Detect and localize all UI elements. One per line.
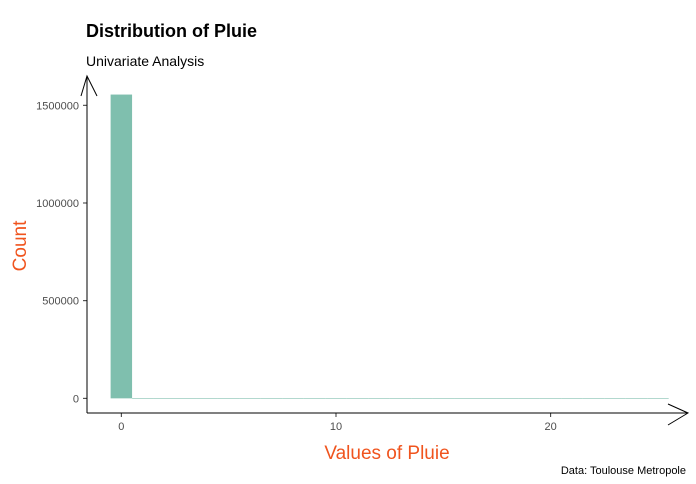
x-axis-title: Values of Pluie (324, 443, 449, 464)
bar-bin-18 (496, 398, 519, 399)
bar-bin-19 (518, 398, 540, 399)
bars-group (110, 94, 669, 399)
bar-bin-16 (454, 398, 476, 399)
y-axis-arrowhead (80, 74, 98, 97)
bar-bin-15 (432, 398, 455, 399)
y-tick-labels: 0 500000 1000000 1500000 (36, 100, 79, 405)
x-tick-label-10: 10 (330, 421, 342, 433)
chart-title: Distribution of Pluie (86, 21, 257, 41)
x-tick-label-0: 0 (118, 421, 124, 433)
bar-bin-14 (411, 398, 433, 399)
bar-bin-20 (539, 398, 562, 399)
x-axis-arrowhead (667, 403, 690, 426)
bar-bin-3 (175, 398, 197, 399)
bar-bin-4 (196, 398, 218, 399)
chart-caption: Data: Toulouse Metropole (561, 465, 686, 477)
bar-bin-0 (110, 94, 133, 399)
y-axis-title: Count (10, 220, 31, 271)
chart-subtitle: Univariate Analysis (86, 53, 204, 69)
y-tick-label-500000: 500000 (42, 296, 79, 308)
bar-bin-12 (368, 398, 390, 399)
bar-bin-17 (475, 398, 497, 399)
bar-bin-6 (239, 398, 261, 399)
bar-bin-25 (647, 398, 669, 399)
bar-bin-5 (217, 398, 240, 399)
y-tick-label-1500000: 1500000 (36, 100, 79, 112)
bar-bin-7 (260, 398, 283, 399)
y-tick-label-0: 0 (73, 393, 79, 405)
axis-ticks (83, 104, 552, 417)
axes (80, 74, 690, 426)
bar-bin-1 (132, 398, 154, 399)
y-tick-label-1000000: 1000000 (36, 198, 79, 210)
bar-bin-2 (153, 398, 176, 399)
bar-bin-24 (625, 398, 648, 399)
x-tick-label-20: 20 (545, 421, 557, 433)
x-tick-labels: 0 10 20 (118, 421, 556, 433)
bar-bin-13 (389, 398, 412, 399)
bar-bin-11 (346, 398, 369, 399)
bar-bin-23 (604, 398, 626, 399)
bar-bin-9 (303, 398, 326, 399)
bar-bin-8 (282, 398, 304, 399)
bar-bin-22 (582, 398, 605, 399)
bar-bin-10 (325, 398, 347, 399)
bar-bin-21 (561, 398, 583, 399)
